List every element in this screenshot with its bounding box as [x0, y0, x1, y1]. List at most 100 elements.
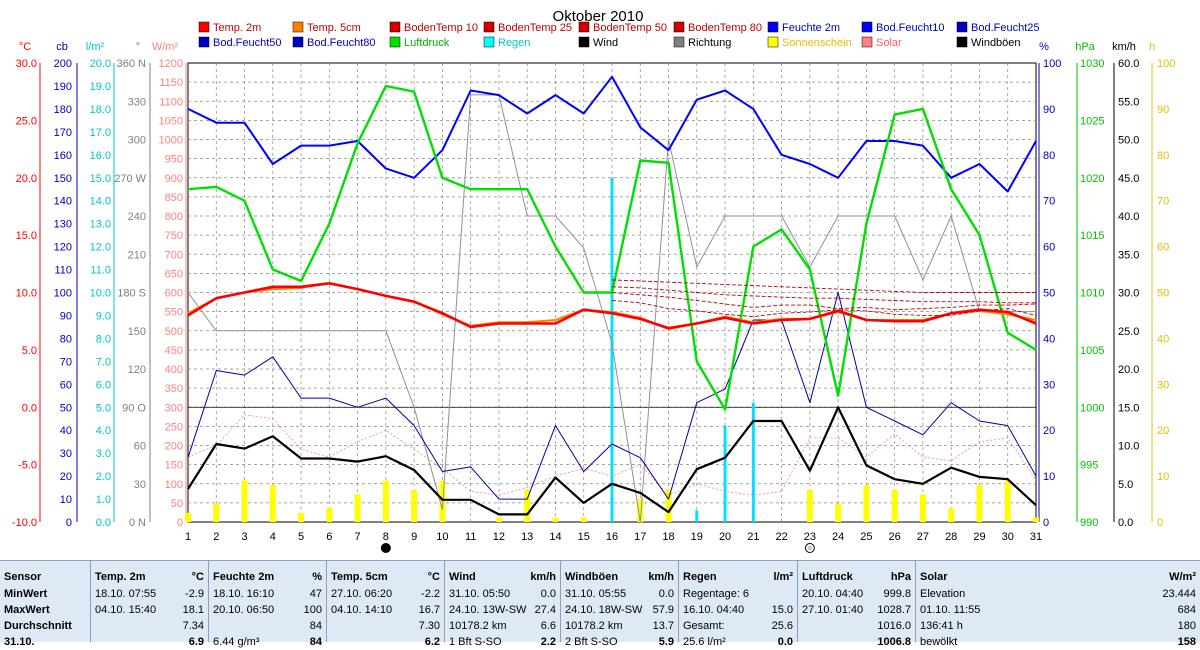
stats-cell-value: 6.2	[424, 636, 440, 648]
stats-row: 24.10. 18W-SW 57.9	[565, 602, 674, 618]
series-line-solar	[187, 414, 1037, 496]
stats-cell-label: 25.6 l/m²	[683, 636, 726, 648]
axis-tick-cb: 150	[54, 173, 72, 185]
x-tick-label: 17	[634, 531, 646, 543]
axis-unit-dir: °	[136, 41, 140, 53]
series-line-bodentemp	[611, 292, 1037, 311]
chart-bars	[185, 177, 1039, 522]
axis-tick-kmh: 35.0	[1118, 249, 1139, 261]
axis-tick-hum: 20	[1043, 425, 1055, 437]
axis-tick-hpa: 1005	[1080, 345, 1104, 357]
stats-row: 27.10. 06:20 -2.2	[331, 586, 440, 602]
stats-cell-value: 84	[309, 620, 322, 632]
sunshine-bar	[213, 503, 220, 522]
axis-tick-h: 80	[1157, 150, 1169, 162]
axis-tick-dir: 360 N	[117, 58, 146, 70]
axis-tick-solar: 100	[165, 479, 183, 491]
chart-title: Oktober 2010	[553, 8, 644, 25]
stats-cell-label: MinWert	[4, 588, 48, 600]
axis-tick-h: 50	[1157, 288, 1169, 300]
stats-column: Windböen km/h 31.10. 05:55 0.0 24.10. 18W-SW…	[560, 561, 678, 648]
stats-cell-label: 31.10. 05:55	[565, 588, 627, 600]
sunshine-bar	[919, 494, 926, 522]
axis-tick-cb: 100	[54, 288, 72, 300]
stats-row: Elevation 23.444	[920, 586, 1196, 602]
stats-header-label: Sensor	[4, 571, 42, 583]
stats-row: 7.34	[95, 618, 204, 634]
full-moon-icon-inner	[807, 545, 813, 551]
sunshine-bar	[326, 508, 333, 522]
stats-cell-label: 1 Bft S-SO	[449, 636, 502, 648]
axis-unit-hpa: hPa	[1075, 41, 1095, 53]
x-tick-label: 25	[860, 531, 872, 543]
series-line-feuchte-2m	[187, 75, 1037, 193]
axis-tick-dir: 90 O	[122, 402, 146, 414]
stats-row: 01.10. 11:55 684	[920, 602, 1196, 618]
axis-tick-h: 70	[1157, 196, 1169, 208]
axis-tick-temp: -5.0	[18, 460, 37, 472]
axis-tick-dir: 30	[134, 479, 146, 491]
x-tick-label: 14	[549, 531, 561, 543]
axis-tick-rain: 1.0	[96, 494, 111, 506]
axis-unit-temp: °C	[19, 41, 31, 53]
axis-tick-solar: 500	[165, 326, 183, 338]
stats-header: Sensor	[4, 569, 86, 585]
axis-tick-hum: 60	[1043, 242, 1055, 254]
stats-row: 20.10. 04:40 999.8	[802, 586, 911, 602]
axis-tick-kmh: 30.0	[1118, 288, 1139, 300]
stats-cell-label: 01.10. 11:55	[920, 604, 981, 616]
axis-tick-h: 40	[1157, 333, 1169, 345]
x-tick-label: 28	[945, 531, 957, 543]
stats-header-unit: %	[312, 571, 322, 583]
stats-cell-label: 31.10.	[4, 636, 35, 648]
sunshine-bar	[863, 485, 870, 522]
axis-tick-cb: 80	[60, 333, 72, 345]
axis-tick-solar: 550	[165, 307, 183, 319]
series-line-temp-2m	[187, 281, 1037, 330]
axis-tick-kmh: 10.0	[1118, 441, 1139, 453]
stats-cell-label: 20.10. 06:50	[213, 604, 275, 616]
axis-tick-solar: 950	[165, 154, 183, 166]
stats-cell-label: 24.10. 13W-SW	[449, 604, 527, 616]
stats-cell-label: 2 Bft S-SO	[565, 636, 618, 648]
x-tick-label: 23	[804, 531, 816, 543]
sunshine-bar	[354, 494, 361, 522]
stats-header: Luftdruck hPa	[802, 569, 911, 585]
stats-cell-value: 6.6	[540, 620, 556, 632]
stats-cell-label: Durchschnitt	[4, 620, 72, 632]
axis-tick-cb: 120	[54, 242, 72, 254]
stats-header-label: Temp. 2m	[95, 571, 146, 583]
stats-row: 1006.8	[802, 634, 911, 650]
axis-tick-dir: 180 S	[117, 288, 146, 300]
legend-swatch	[198, 36, 210, 48]
x-tick-label: 31	[1030, 531, 1042, 543]
stats-cell-label: 16.10. 04:40	[683, 604, 745, 616]
axis-tick-rain: 4.0	[96, 425, 111, 437]
sunshine-bar	[835, 503, 842, 522]
x-tick-label: 19	[691, 531, 703, 543]
legend-swatch	[861, 36, 873, 48]
x-tick-label: 7	[355, 531, 361, 543]
axis-tick-rain: 18.0	[90, 104, 111, 116]
stats-row: Gesamt: 25.6	[683, 618, 793, 634]
x-tick-label: 13	[521, 531, 533, 543]
axis-tick-h: 30	[1157, 379, 1169, 391]
axis-tick-dir: 120	[128, 364, 146, 376]
axis-tick-rain: 19.0	[90, 81, 111, 93]
stats-header-unit: hPa	[890, 571, 911, 583]
stats-header-label: Windböen	[565, 571, 619, 583]
stats-row: 31.10. 05:50 0.0	[449, 586, 556, 602]
x-tick-label: 30	[1002, 531, 1014, 543]
axis-tick-cb: 90	[60, 310, 72, 322]
stats-row: 04.10. 15:40 18.1	[95, 602, 204, 618]
axis-tick-solar: 850	[165, 192, 183, 204]
stats-cell-value: 47	[309, 588, 322, 600]
axis-tick-h: 90	[1157, 104, 1169, 116]
stats-cell-value: 16.7	[418, 604, 440, 616]
stats-cell-value: 7.30	[418, 620, 440, 632]
axis-tick-solar: 700	[165, 249, 183, 261]
axis-tick-cb: 140	[54, 196, 72, 208]
stats-header-unit: km/h	[530, 571, 556, 583]
stats-header: Temp. 2m °C	[95, 569, 204, 585]
stats-cell-label: 10178.2 km	[449, 620, 507, 632]
